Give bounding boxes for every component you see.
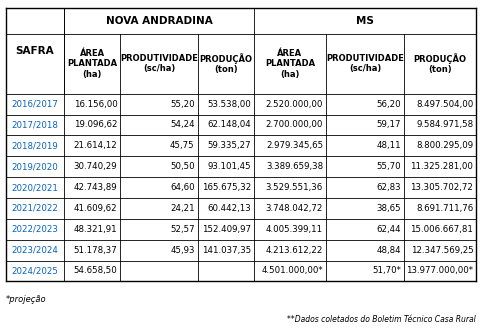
Text: 93.101,45: 93.101,45 [207,162,251,171]
Text: 30.740,29: 30.740,29 [74,162,118,171]
Text: 12.347.569,25: 12.347.569,25 [411,246,473,255]
Text: 3.389.659,38: 3.389.659,38 [266,162,323,171]
Text: PRODUÇÃO
(ton): PRODUÇÃO (ton) [199,53,252,75]
Text: 62,44: 62,44 [377,225,402,234]
Text: 19.096,62: 19.096,62 [74,121,118,130]
Text: 62,83: 62,83 [377,183,402,192]
Text: 8.691.711,76: 8.691.711,76 [416,204,473,213]
Text: ÁREA
PLANTADA
(ha): ÁREA PLANTADA (ha) [67,49,117,79]
Text: 2017/2018: 2017/2018 [12,121,58,130]
Text: 38,65: 38,65 [377,204,402,213]
Text: 41.609,62: 41.609,62 [74,204,118,213]
Text: 13.977.000,00*: 13.977.000,00* [406,266,473,275]
Text: 8.800.295,09: 8.800.295,09 [416,141,473,150]
Text: 59.335,27: 59.335,27 [207,141,251,150]
Text: 4.501.000,00*: 4.501.000,00* [261,266,323,275]
Text: 51.178,37: 51.178,37 [74,246,118,255]
Text: 56,20: 56,20 [377,100,402,109]
Text: 52,57: 52,57 [170,225,195,234]
Text: 60.442,13: 60.442,13 [207,204,251,213]
Text: 13.305.702,72: 13.305.702,72 [411,183,473,192]
Text: 59,17: 59,17 [377,121,402,130]
Text: 2.700.000,00: 2.700.000,00 [266,121,323,130]
Text: **Dados coletados do Boletim Técnico Casa Rural: **Dados coletados do Boletim Técnico Cas… [287,315,476,324]
Text: 2023/2024: 2023/2024 [12,246,58,255]
Text: 8.497.504,00: 8.497.504,00 [416,100,473,109]
Text: MS: MS [356,16,374,26]
Text: 51,70*: 51,70* [373,266,402,275]
Text: 15.006.667,81: 15.006.667,81 [411,225,473,234]
Text: 2.520.000,00: 2.520.000,00 [266,100,323,109]
Text: NOVA ANDRADINA: NOVA ANDRADINA [106,16,212,26]
Text: 48,84: 48,84 [377,246,402,255]
Text: ÁREA
PLANTADA
(ha): ÁREA PLANTADA (ha) [265,49,315,79]
Text: 55,20: 55,20 [170,100,195,109]
Text: 45,75: 45,75 [170,141,195,150]
Text: 11.325.281,00: 11.325.281,00 [411,162,473,171]
Text: 42.743,89: 42.743,89 [74,183,118,192]
Text: 2019/2020: 2019/2020 [12,162,58,171]
Text: SAFRA: SAFRA [15,46,54,56]
Text: 2022/2023: 2022/2023 [12,225,58,234]
Text: 9.584.971,58: 9.584.971,58 [416,121,473,130]
Text: 48,11: 48,11 [377,141,402,150]
Text: 152.409,97: 152.409,97 [202,225,251,234]
Text: 55,70: 55,70 [377,162,402,171]
Text: *projeção: *projeção [6,295,46,304]
Text: 2020/2021: 2020/2021 [12,183,58,192]
Text: 64,60: 64,60 [170,183,195,192]
Text: 2016/2017: 2016/2017 [12,100,58,109]
Text: 48.321,91: 48.321,91 [74,225,118,234]
Text: 3.748.042,72: 3.748.042,72 [266,204,323,213]
Text: 54,24: 54,24 [170,121,195,130]
Text: 2024/2025: 2024/2025 [12,266,58,275]
Text: 2018/2019: 2018/2019 [12,141,58,150]
Text: 16.156,00: 16.156,00 [74,100,118,109]
Text: 53.538,00: 53.538,00 [207,100,251,109]
Text: 45,93: 45,93 [170,246,195,255]
Text: 165.675,32: 165.675,32 [202,183,251,192]
Text: 2.979.345,65: 2.979.345,65 [266,141,323,150]
Text: 54.658,50: 54.658,50 [74,266,118,275]
Text: 62.148,04: 62.148,04 [207,121,251,130]
Text: 2021/2022: 2021/2022 [12,204,58,213]
Text: 4.213.612,22: 4.213.612,22 [266,246,323,255]
Text: PRODUÇÃO
(ton): PRODUÇÃO (ton) [414,53,467,75]
Text: PRODUTIVIDADE
(sc/ha): PRODUTIVIDADE (sc/ha) [326,54,404,74]
Text: 3.529.551,36: 3.529.551,36 [266,183,323,192]
Text: 4.005.399,11: 4.005.399,11 [266,225,323,234]
Text: 141.037,35: 141.037,35 [202,246,251,255]
Text: PRODUTIVIDADE
(sc/ha): PRODUTIVIDADE (sc/ha) [120,54,198,74]
Text: 21.614,12: 21.614,12 [74,141,118,150]
Text: 50,50: 50,50 [170,162,195,171]
Text: 24,21: 24,21 [170,204,195,213]
